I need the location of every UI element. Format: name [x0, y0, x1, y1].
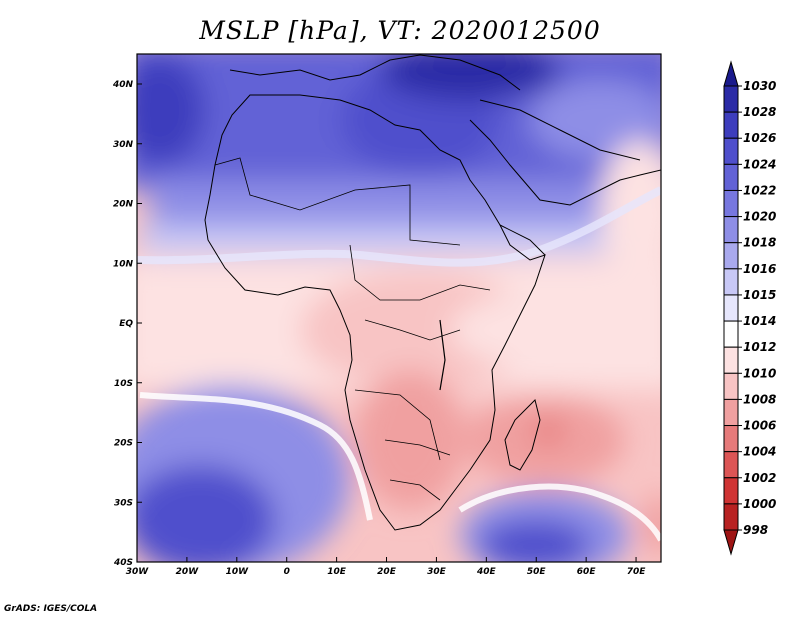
madagascar-coastline — [504, 399, 541, 471]
map-frame — [136, 53, 662, 563]
map-title: MSLP [hPa], VT: 2020012500 — [199, 16, 601, 45]
colorbar-segment — [723, 137, 739, 165]
colorbar-label: 1002 — [743, 471, 776, 485]
colorbar-label: 1000 — [743, 497, 776, 511]
lat-tick-label: 40S — [113, 558, 133, 568]
lon-tick-label: 10W — [226, 567, 250, 577]
lon-tick-label: 70E — [627, 567, 647, 577]
colorbar-label: 1006 — [743, 419, 776, 433]
grads-credit: GrADS: IGES/COLA — [4, 604, 98, 614]
colorbar-segment — [723, 398, 739, 427]
pressure-field — [137, 54, 661, 562]
colorbar-label: 1030 — [743, 79, 776, 93]
lon-tick-label: 50E — [527, 567, 547, 577]
colorbar-label: 1028 — [743, 105, 776, 119]
colorbar-label: 1016 — [743, 262, 776, 276]
colorbar-segment — [723, 477, 739, 505]
lon-tick-label: 40E — [476, 567, 497, 577]
colorbar-segment — [723, 268, 739, 296]
colorbar-label: 1012 — [743, 340, 776, 354]
colorbar-label: 998 — [743, 523, 768, 537]
colorbar-segment — [723, 503, 739, 531]
africa-coastline — [204, 94, 546, 531]
lat-tick-label: 20N — [113, 200, 134, 210]
colorbar-segment — [723, 346, 739, 374]
colorbar-segment — [723, 425, 739, 453]
colorbar-segment — [723, 216, 739, 244]
colorbar-label: 1015 — [743, 288, 776, 302]
colorbar-label: 1020 — [743, 210, 776, 224]
coastlines — [204, 54, 661, 531]
lon-tick-label: 20W — [176, 567, 200, 577]
colorbar-label: 1022 — [743, 183, 776, 197]
colorbar-segment — [723, 242, 739, 270]
lat-tick-label: 20S — [114, 439, 133, 449]
colorbar-segment — [723, 320, 739, 348]
colorbar-segment — [723, 451, 739, 479]
colorbar-segment — [723, 372, 739, 400]
colorbar-label: 1008 — [743, 392, 776, 406]
lon-tick-label: 30E — [427, 567, 447, 577]
lat-tick-label: EQ — [119, 319, 133, 329]
colorbar-segment — [723, 189, 739, 218]
colorbar-segment — [723, 85, 739, 113]
lat-tick-label: 40N — [112, 80, 134, 90]
lon-tick-label: 60E — [577, 567, 597, 577]
colorbar-segment — [723, 163, 739, 191]
lat-tick-label: 30N — [113, 140, 134, 150]
colorbar-label: 1004 — [743, 445, 776, 459]
lon-tick-label: 0 — [284, 567, 290, 577]
lat-tick-label: 10N — [113, 259, 134, 269]
colorbar-label: 1018 — [743, 236, 776, 250]
colorbar-bottom-arrow — [723, 529, 739, 556]
lat-tick-label: 10S — [114, 379, 133, 389]
colorbar-segment — [723, 294, 739, 322]
colorbar-label: 1024 — [743, 157, 776, 171]
colorbar-label: 1010 — [743, 366, 776, 380]
lon-tick-label: 10E — [327, 567, 347, 577]
colorbar-label: 1014 — [743, 314, 776, 328]
lon-tick-label: 20E — [377, 567, 397, 577]
colorbar: 1030 1028 1026 1024 1022 1020 1018 1016 1015 1014… — [723, 60, 776, 556]
lat-tick-label: 30S — [114, 498, 133, 508]
lon-tick-label: 30W — [126, 567, 150, 577]
latitude-axis: 40N 30N 20N 10N EQ 10S 20S 30S 40S — [112, 80, 142, 568]
longitude-axis: 30W 20W 10W 0 10E 20E 30E 40E 50E 60E 70E — [126, 557, 646, 577]
colorbar-top-arrow — [723, 60, 739, 87]
colorbar-segment — [723, 111, 739, 139]
colorbar-label: 1026 — [743, 131, 776, 145]
